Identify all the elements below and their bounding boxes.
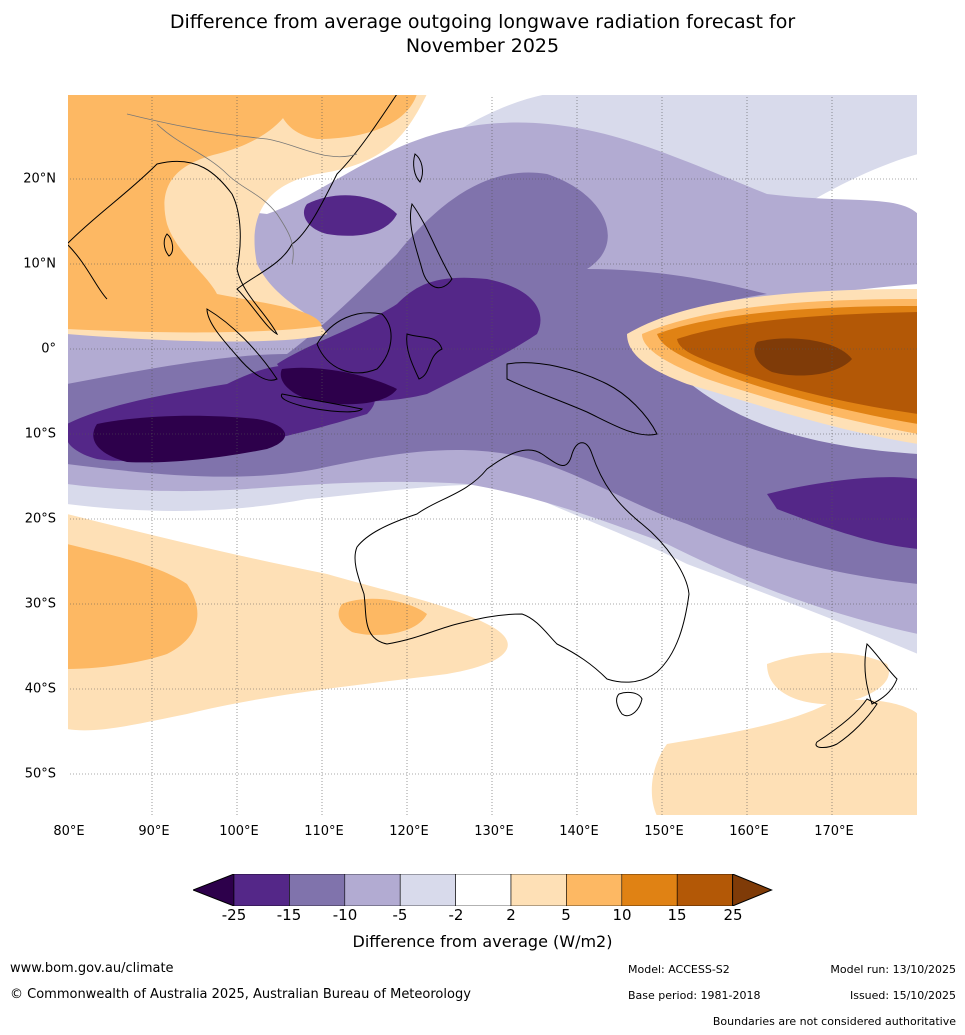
anomaly-band-orange-japan	[277, 94, 417, 139]
lat-label-0: 0°	[41, 341, 56, 357]
coastline-tasmania	[616, 691, 643, 717]
lon-label-170e: 170°E	[814, 824, 854, 839]
title-line-1: Difference from average outgoing longwav…	[169, 11, 796, 33]
lon-label-110e: 110°E	[304, 824, 344, 839]
lon-label-130e: 130°E	[474, 824, 514, 839]
colorbar-swatch-5	[455, 874, 512, 906]
coastline-sumatra	[206, 308, 278, 381]
country-boundaries	[126, 113, 358, 265]
colorbar-swatch-7	[566, 874, 623, 906]
anomaly-band-light-orange-nz	[651, 699, 918, 816]
boundary-disclaimer: Boundaries are not considered authoritat…	[712, 1015, 956, 1028]
base-period: Base period: 1981-2018	[628, 989, 761, 1002]
lat-label-30s: 30°S	[24, 596, 56, 612]
anomaly-core-darkest-brown	[754, 338, 852, 376]
model-run-date: Model run: 13/10/2025	[830, 963, 956, 976]
colorbar-tick-9: 15	[667, 906, 687, 924]
issued-date: Issued: 15/10/2025	[849, 989, 956, 1002]
colorbar-swatch-8	[621, 874, 678, 906]
anomaly-band-orange-australia	[338, 598, 427, 635]
lat-label-40s: 40°S	[24, 681, 56, 697]
anomaly-band-orange-asia	[67, 94, 322, 333]
colorbar-swatch-9	[676, 874, 733, 906]
copyright-text: © Commonwealth of Australia 2025, Austra…	[10, 987, 471, 1002]
anomaly-band-light-orange-south	[67, 514, 508, 731]
lon-label-90e: 90°E	[138, 824, 170, 839]
boundary-indochina	[156, 123, 294, 265]
colorbar-label: Difference from average (W/m2)	[352, 932, 613, 951]
coastline-borneo	[316, 312, 392, 374]
lon-label-140e: 140°E	[559, 824, 599, 839]
colorbar-extend-low	[193, 874, 235, 906]
anomaly-band-orange-south	[67, 544, 198, 669]
coastline-india	[67, 243, 108, 300]
coastline-java	[280, 393, 364, 413]
coastline-philippines	[409, 202, 453, 289]
colorbar-swatch-6	[510, 874, 567, 906]
colorbar-tick-4: -5	[392, 906, 408, 924]
coastline-nz-north	[864, 642, 898, 705]
coastline-australia	[354, 442, 690, 683]
title-line-2: November 2025	[405, 35, 560, 57]
coastline-asia-mainland	[67, 94, 398, 336]
colorbar-extend-high	[732, 874, 773, 906]
colorbar-swatch-3	[344, 874, 401, 906]
lon-label-80e: 80°E	[53, 824, 85, 839]
colorbar-swatch-4	[399, 874, 456, 906]
coastline-taiwan	[413, 153, 423, 183]
colorbar-tick-3: -10	[332, 906, 358, 924]
anomaly-band-dark-purple	[67, 172, 918, 584]
chart-title: Difference from average outgoing longwav…	[0, 10, 965, 58]
website-link[interactable]: www.bom.gov.au/climate	[10, 961, 174, 976]
lon-label-150e: 150°E	[644, 824, 684, 839]
colorbar-tick-6: 2	[506, 906, 516, 924]
colorbar	[193, 874, 773, 906]
coastline-nz-south	[815, 698, 878, 748]
model-name: Model: ACCESS-S2	[628, 963, 730, 976]
graticule	[67, 94, 918, 816]
anomaly-core-purple-north	[303, 195, 397, 236]
lon-label-160e: 160°E	[729, 824, 769, 839]
lat-label-10n: 10°N	[23, 256, 56, 272]
map-frame	[67, 94, 918, 816]
anomaly-core-purple-southeast	[767, 477, 918, 549]
lat-label-50s: 50°S	[24, 766, 56, 782]
colorbar-tick-5: -2	[448, 906, 464, 924]
anomaly-band-light-orange-nz-north	[767, 652, 889, 705]
lat-label-10s: 10°S	[24, 426, 56, 442]
colorbar-tick-1: -25	[221, 906, 247, 924]
coastline-new-guinea	[506, 362, 658, 436]
lat-label-20n: 20°N	[23, 171, 56, 187]
colorbar-tick-10: 25	[723, 906, 743, 924]
coastline-sri-lanka	[163, 233, 174, 257]
colorbar-swatch-1	[233, 874, 290, 906]
colorbar-tick-8: 10	[612, 906, 632, 924]
coastlines	[67, 94, 898, 748]
lat-label-20s: 20°S	[24, 511, 56, 527]
anomaly-core-darkest-sumatra	[280, 367, 397, 405]
map-panel	[67, 94, 918, 816]
olr-anomaly-map	[67, 94, 918, 816]
lon-label-100e: 100°E	[219, 824, 259, 839]
colorbar-swatch-2	[289, 874, 346, 906]
colorbar-tick-2: -15	[276, 906, 302, 924]
colorbar-tick-7: 5	[561, 906, 571, 924]
coastline-sulawesi	[406, 333, 443, 380]
boundary-china-south	[126, 113, 358, 158]
lon-label-120e: 120°E	[389, 824, 429, 839]
